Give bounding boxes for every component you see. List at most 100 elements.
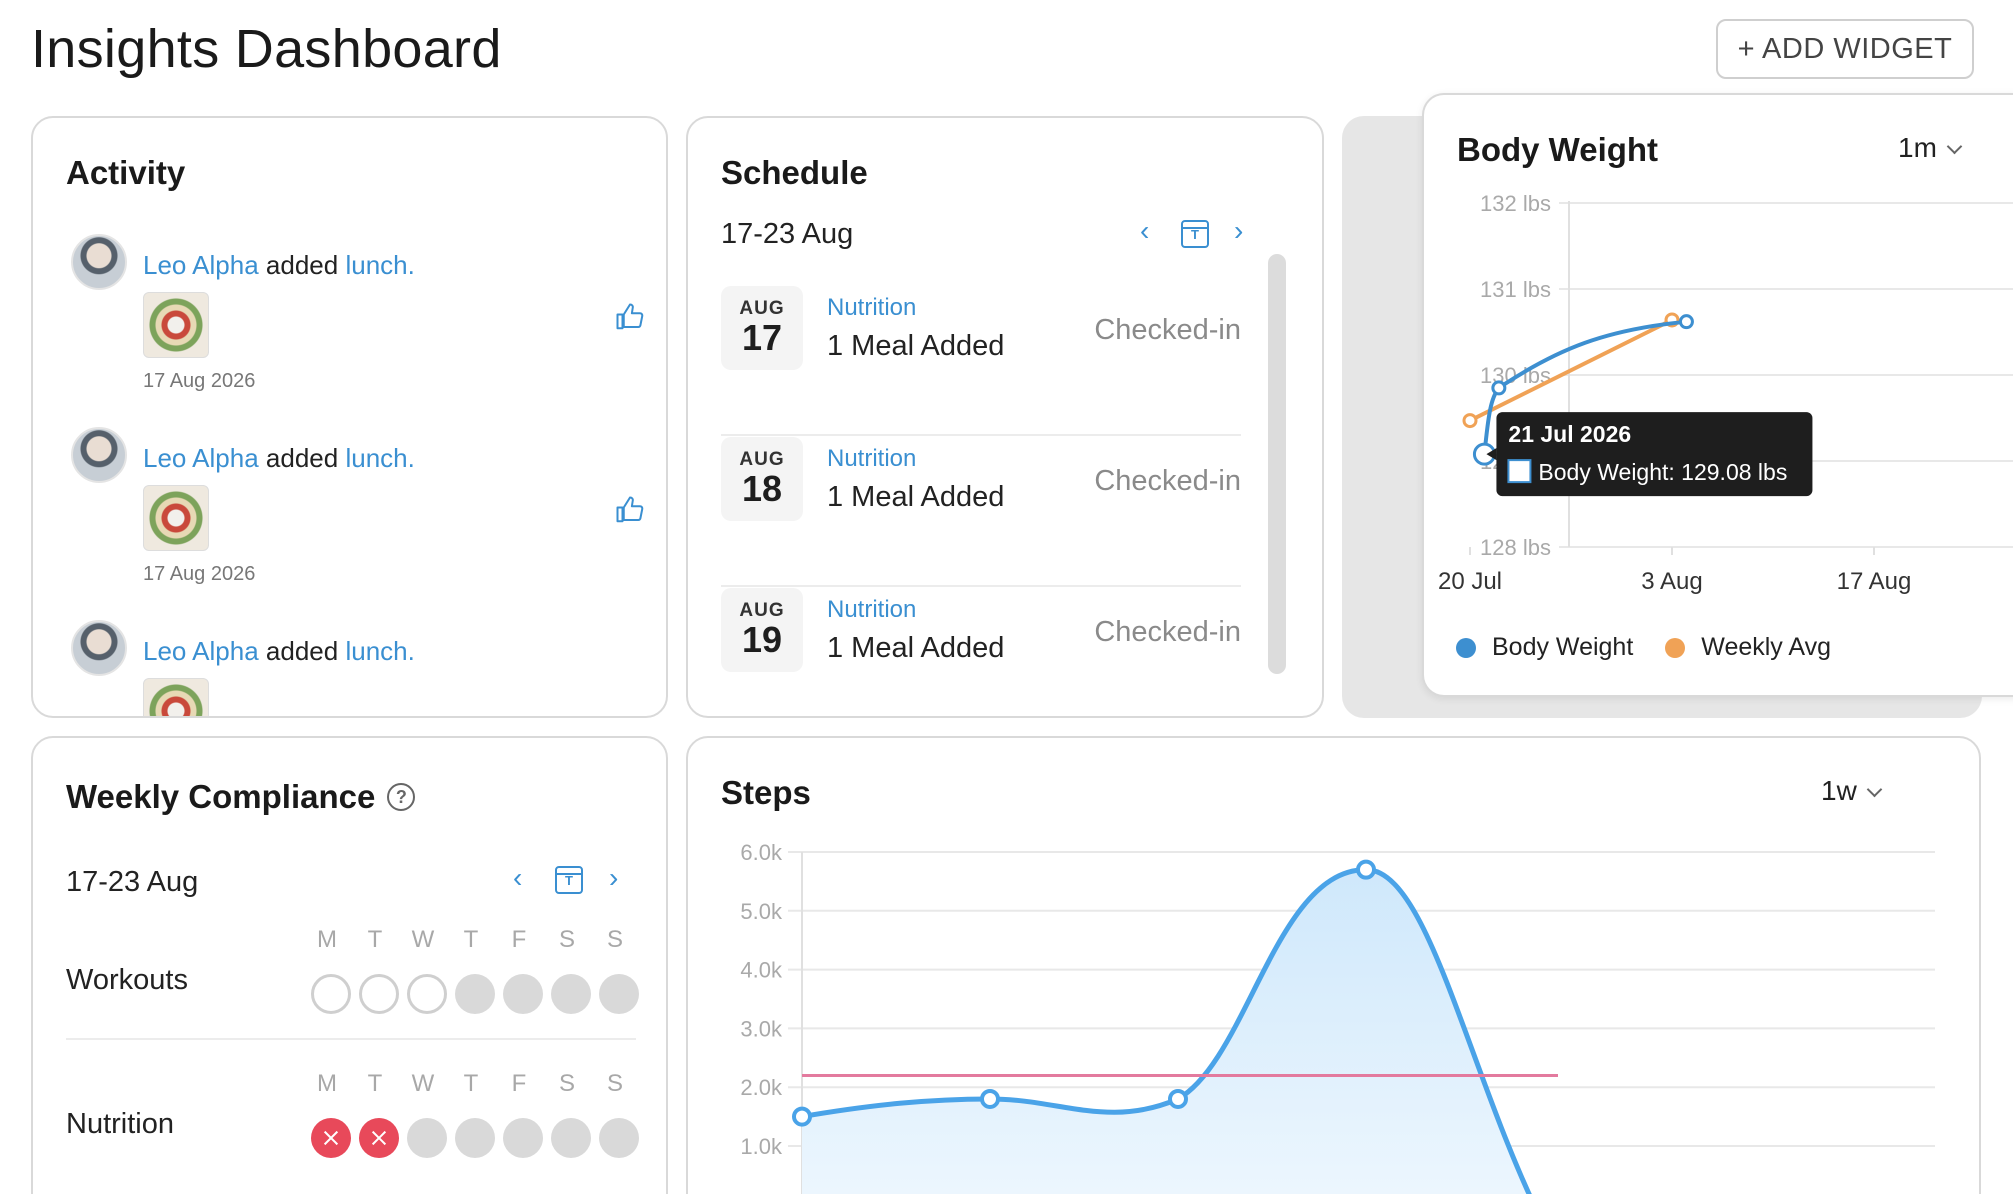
future-day-indicator[interactable] bbox=[503, 1118, 543, 1158]
nutrition-label: Nutrition bbox=[66, 1108, 174, 1140]
calendar-icon[interactable] bbox=[555, 866, 583, 894]
date-month: AUG bbox=[739, 298, 785, 319]
weekday-label: W bbox=[411, 1070, 435, 1097]
steps-chart[interactable]: 6.0k 5.0k 4.0k 3.0k 2.0k 1.0k bbox=[688, 818, 1981, 1194]
future-day-indicator[interactable] bbox=[455, 1118, 495, 1158]
thumbs-up-icon[interactable] bbox=[615, 302, 645, 332]
activity-title: Activity bbox=[66, 154, 186, 191]
activity-text: Leo Alpha added lunch. bbox=[143, 443, 415, 474]
legend-label[interactable]: Body Weight bbox=[1492, 633, 1634, 661]
y-tick-label: 128 lbs bbox=[1480, 535, 1551, 560]
schedule-description: 1 Meal Added bbox=[827, 330, 1005, 362]
chevron-right-icon[interactable]: › bbox=[1234, 215, 1244, 246]
schedule-row[interactable]: AUG 19 Nutrition 1 Meal Added Checked-in bbox=[721, 588, 1241, 716]
schedule-row[interactable]: AUG 17 Nutrition 1 Meal Added Checked-in bbox=[721, 286, 1241, 436]
future-day-indicator[interactable] bbox=[551, 1118, 591, 1158]
activity-user-link[interactable]: Leo Alpha bbox=[143, 443, 259, 473]
compliance-title: Weekly Compliance bbox=[66, 778, 376, 815]
food-photo[interactable] bbox=[143, 678, 209, 716]
future-day-indicator[interactable] bbox=[503, 974, 543, 1014]
weekday-label: M bbox=[317, 1070, 337, 1097]
tooltip-box bbox=[1496, 412, 1813, 497]
activity-user-link[interactable]: Leo Alpha bbox=[143, 636, 259, 666]
avatar[interactable] bbox=[71, 234, 127, 290]
legend-label[interactable]: Weekly Avg bbox=[1701, 633, 1831, 661]
tooltip-arrow bbox=[1486, 448, 1497, 461]
steps-line bbox=[801, 867, 1532, 1194]
activity-date: 17 Aug 2026 bbox=[143, 370, 256, 392]
chevron-down-icon bbox=[1946, 138, 1963, 155]
range-select[interactable]: 1m bbox=[1898, 132, 1963, 164]
divider bbox=[66, 1038, 636, 1040]
status-text: Checked-in bbox=[1094, 314, 1241, 346]
open-day-indicator[interactable] bbox=[311, 974, 351, 1014]
y-tick-label: 6.0k bbox=[740, 840, 783, 865]
future-day-indicator[interactable] bbox=[407, 1118, 447, 1158]
workouts-label: Workouts bbox=[66, 964, 188, 996]
avatar[interactable] bbox=[71, 620, 127, 676]
calendar-icon[interactable] bbox=[1181, 220, 1209, 248]
chevron-left-icon[interactable]: ‹ bbox=[513, 862, 523, 893]
activity-object-link[interactable]: lunch. bbox=[345, 250, 415, 280]
schedule-date-range: 17-23 Aug bbox=[721, 218, 854, 250]
status-text: Checked-in bbox=[1094, 616, 1241, 648]
thumbs-up-icon[interactable] bbox=[615, 495, 645, 525]
weekday-label: T bbox=[463, 926, 479, 953]
weekday-label: M bbox=[317, 926, 337, 953]
schedule-description: 1 Meal Added bbox=[827, 632, 1005, 664]
steps-title: Steps bbox=[721, 774, 811, 811]
schedule-category[interactable]: Nutrition bbox=[827, 294, 917, 321]
date-month: AUG bbox=[739, 600, 785, 621]
food-photo[interactable] bbox=[143, 292, 209, 358]
activity-user-link[interactable]: Leo Alpha bbox=[143, 250, 259, 280]
list-item: Leo Alpha added lunch. 17 Aug 2026 bbox=[71, 427, 644, 617]
date-badge: AUG 17 bbox=[721, 286, 803, 370]
weekday-header: M T W T F S S bbox=[303, 926, 639, 954]
add-widget-button[interactable]: + ADD WIDGET bbox=[1716, 19, 1974, 79]
avatar[interactable] bbox=[71, 427, 127, 483]
activity-object-link[interactable]: lunch. bbox=[345, 636, 415, 666]
chevron-left-icon[interactable]: ‹ bbox=[1140, 215, 1150, 246]
future-day-indicator[interactable] bbox=[599, 974, 639, 1014]
future-day-indicator[interactable] bbox=[455, 974, 495, 1014]
activity-verb: added bbox=[265, 636, 339, 666]
activity-object-link[interactable]: lunch. bbox=[345, 443, 415, 473]
data-point bbox=[980, 1088, 1000, 1109]
y-tick-label: 5.0k bbox=[740, 899, 783, 924]
future-day-indicator[interactable] bbox=[551, 974, 591, 1014]
schedule-category[interactable]: Nutrition bbox=[827, 445, 917, 472]
schedule-row[interactable]: AUG 18 Nutrition 1 Meal Added Checked-in bbox=[721, 437, 1241, 587]
compliance-date-range: 17-23 Aug bbox=[66, 866, 199, 898]
schedule-category[interactable]: Nutrition bbox=[827, 596, 917, 623]
chevron-right-icon[interactable]: › bbox=[609, 862, 619, 893]
food-photo[interactable] bbox=[143, 485, 209, 551]
schedule-description: 1 Meal Added bbox=[827, 481, 1005, 513]
tooltip-date: 21 Jul 2026 bbox=[1508, 421, 1631, 447]
y-tick-label: 1.0k bbox=[740, 1134, 783, 1159]
workouts-row bbox=[307, 974, 643, 1014]
future-day-indicator[interactable] bbox=[599, 1118, 639, 1158]
date-day: 18 bbox=[741, 468, 783, 509]
help-icon[interactable]: ? bbox=[387, 783, 416, 811]
range-select[interactable]: 1w bbox=[1821, 775, 1883, 807]
date-day: 19 bbox=[741, 619, 783, 660]
missed-day-indicator[interactable] bbox=[359, 1118, 399, 1158]
weekday-label: W bbox=[411, 926, 435, 953]
open-day-indicator[interactable] bbox=[359, 974, 399, 1014]
data-point bbox=[792, 1106, 812, 1127]
missed-day-indicator[interactable] bbox=[311, 1118, 351, 1158]
scrollbar[interactable] bbox=[1268, 254, 1286, 674]
data-point bbox=[1462, 413, 1478, 429]
weekday-label: S bbox=[606, 926, 623, 953]
y-tick-label: 3.0k bbox=[740, 1016, 783, 1041]
weekday-label: T bbox=[367, 926, 383, 953]
range-value: 1w bbox=[1821, 775, 1857, 806]
weekly-avg-line bbox=[1469, 318, 1673, 423]
status-text: Checked-in bbox=[1094, 465, 1241, 497]
data-point bbox=[1491, 380, 1507, 396]
open-day-indicator[interactable] bbox=[407, 974, 447, 1014]
nutrition-row bbox=[307, 1118, 643, 1158]
data-point bbox=[1678, 314, 1694, 330]
